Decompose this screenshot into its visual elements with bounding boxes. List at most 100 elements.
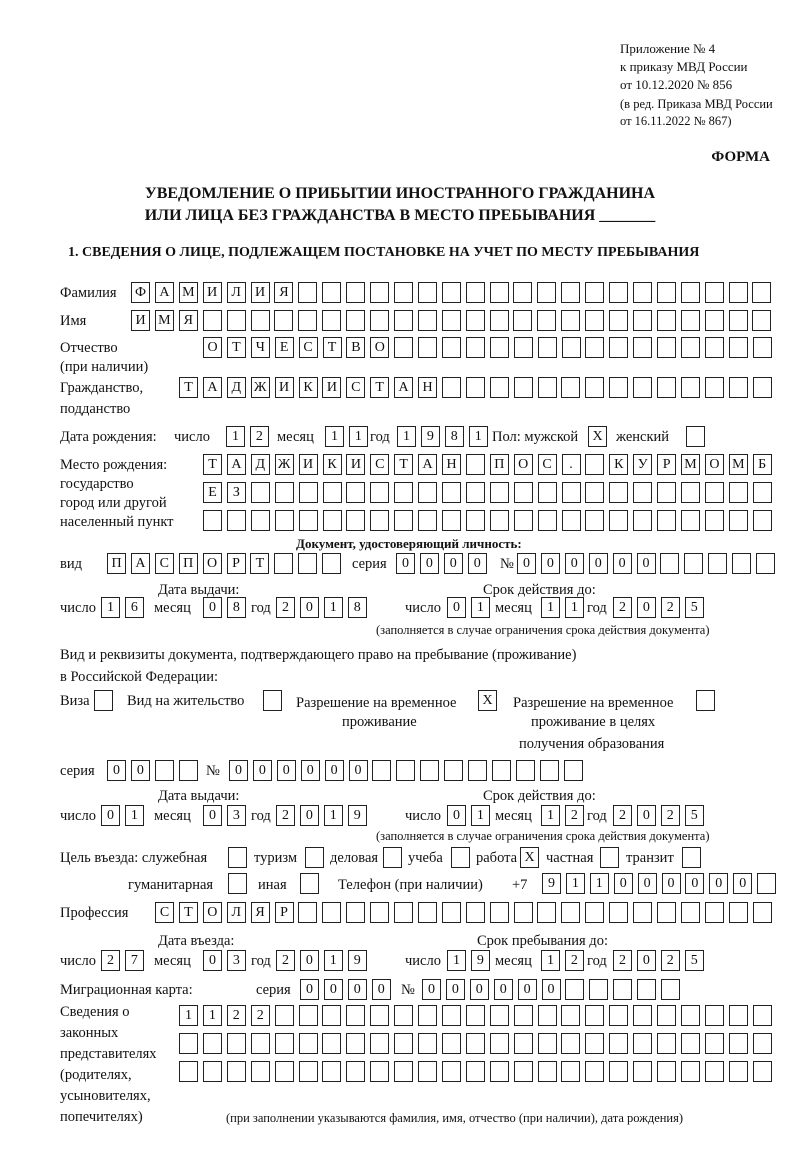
patronymic-box[interactable] (537, 337, 557, 358)
reps-row3-box[interactable] (394, 1061, 414, 1082)
id-issue-month-box[interactable]: 8 (226, 597, 246, 618)
rd-issue-year-box[interactable]: 0 (299, 805, 319, 826)
pob-row2-box[interactable] (752, 482, 772, 503)
surname-box[interactable] (704, 282, 724, 303)
entry-year-box[interactable]: 0 (299, 950, 319, 971)
pob-row1-box[interactable]: Т (394, 454, 414, 475)
reps-row1-box[interactable]: 2 (226, 1005, 246, 1026)
name-box[interactable] (322, 310, 342, 331)
entry-day-box[interactable]: 2 (101, 950, 120, 971)
rd-number-box[interactable]: 0 (324, 760, 344, 781)
id-kind-box[interactable]: С (154, 553, 174, 574)
profession-box[interactable]: Р (274, 902, 294, 923)
name-box[interactable] (441, 310, 461, 331)
id-kind-box[interactable] (298, 553, 318, 574)
profession-box[interactable] (394, 902, 413, 923)
reps-row3-box[interactable] (465, 1061, 485, 1082)
reps-row1-box[interactable] (370, 1005, 390, 1026)
reps-row2-box[interactable] (537, 1033, 557, 1054)
pob-row3-box[interactable] (657, 510, 677, 531)
phone-box[interactable]: 1 (565, 873, 585, 894)
pob-row2-box[interactable] (394, 482, 414, 503)
pob-row1-box[interactable]: М (728, 454, 748, 475)
reps-row1-box[interactable] (394, 1005, 414, 1026)
reps-row3-box[interactable] (370, 1061, 390, 1082)
pob-row2-box[interactable] (489, 482, 509, 503)
surname-box[interactable] (561, 282, 581, 303)
surname-box[interactable] (322, 282, 342, 303)
patronymic-box[interactable] (418, 337, 438, 358)
mc-series-box[interactable]: 0 (300, 979, 319, 1000)
pob-row3-box[interactable] (513, 510, 533, 531)
surname-box[interactable] (489, 282, 509, 303)
surname-box[interactable] (513, 282, 533, 303)
surname-box[interactable] (585, 282, 605, 303)
surname-box[interactable]: Ф (131, 282, 150, 303)
pob-row3-box[interactable] (418, 510, 438, 531)
stay-year-box[interactable]: 5 (684, 950, 704, 971)
pob-row2-box[interactable] (633, 482, 653, 503)
reps-row1-box[interactable] (298, 1005, 318, 1026)
phone-box[interactable]: 0 (613, 873, 633, 894)
name-box[interactable] (632, 310, 652, 331)
reps-row1-box[interactable] (585, 1005, 605, 1026)
rd-valid-year-box[interactable]: 2 (660, 805, 680, 826)
mc-number-box[interactable]: 0 (541, 979, 561, 1000)
rd-valid-year-box[interactable]: 5 (684, 805, 704, 826)
pob-row1-box[interactable]: И (346, 454, 366, 475)
rd-number-box[interactable]: 0 (252, 760, 272, 781)
id-number-box[interactable] (708, 553, 728, 574)
surname-box[interactable] (632, 282, 652, 303)
reps-row2-box[interactable] (609, 1033, 629, 1054)
dob-year-box[interactable]: 9 (420, 426, 440, 447)
phone-box[interactable] (757, 873, 777, 894)
id-valid-day-box[interactable]: 0 (447, 597, 466, 618)
name-box[interactable] (465, 310, 485, 331)
mc-number-box[interactable] (613, 979, 633, 1000)
pob-row3-box[interactable] (226, 510, 246, 531)
patronymic-box[interactable] (489, 337, 509, 358)
pob-row1-box[interactable]: С (370, 454, 390, 475)
surname-box[interactable] (752, 282, 772, 303)
patronymic-box[interactable]: Е (274, 337, 294, 358)
reps-row2-box[interactable] (752, 1033, 772, 1054)
reps-row3-box[interactable] (346, 1061, 366, 1082)
reps-row2-box[interactable] (657, 1033, 676, 1054)
reps-row1-box[interactable] (465, 1005, 485, 1026)
rd-valid-year-box[interactable]: 0 (636, 805, 656, 826)
pob-row3-box[interactable] (394, 510, 414, 531)
citizenship-box[interactable]: Ж (250, 377, 270, 398)
rd-number-box[interactable]: 0 (300, 760, 320, 781)
citizenship-box[interactable]: К (298, 377, 318, 398)
pob-row1-box[interactable]: О (704, 454, 724, 475)
name-box[interactable] (489, 310, 509, 331)
patronymic-box[interactable] (465, 337, 485, 358)
pob-row2-box[interactable] (274, 482, 294, 503)
visa-box[interactable] (94, 690, 113, 711)
reps-row2-box[interactable] (418, 1033, 437, 1054)
citizenship-box[interactable]: Д (226, 377, 246, 398)
id-number-box[interactable]: 0 (564, 553, 584, 574)
pob-row3-box[interactable] (752, 510, 772, 531)
citizenship-box[interactable] (465, 377, 485, 398)
pob-row2-box[interactable] (418, 482, 438, 503)
reps-row1-box[interactable]: 1 (179, 1005, 198, 1026)
pob-row1-box[interactable]: С (537, 454, 557, 475)
phone-box[interactable]: 1 (589, 873, 609, 894)
name-box[interactable] (537, 310, 557, 331)
surname-box[interactable] (609, 282, 628, 303)
citizenship-box[interactable] (657, 377, 676, 398)
phone-box[interactable]: 0 (709, 873, 729, 894)
temp-residence-edu-box[interactable] (696, 690, 715, 711)
name-box[interactable] (226, 310, 246, 331)
citizenship-box[interactable] (585, 377, 605, 398)
id-issue-day-box[interactable]: 1 (101, 597, 120, 618)
pob-row1-box[interactable]: М (681, 454, 700, 475)
phone-box[interactable]: 0 (733, 873, 753, 894)
patronymic-box[interactable] (704, 337, 724, 358)
name-box[interactable] (274, 310, 294, 331)
pob-row1-box[interactable]: П (489, 454, 509, 475)
reps-row3-box[interactable] (704, 1061, 724, 1082)
citizenship-box[interactable] (537, 377, 557, 398)
patronymic-box[interactable]: О (203, 337, 222, 358)
